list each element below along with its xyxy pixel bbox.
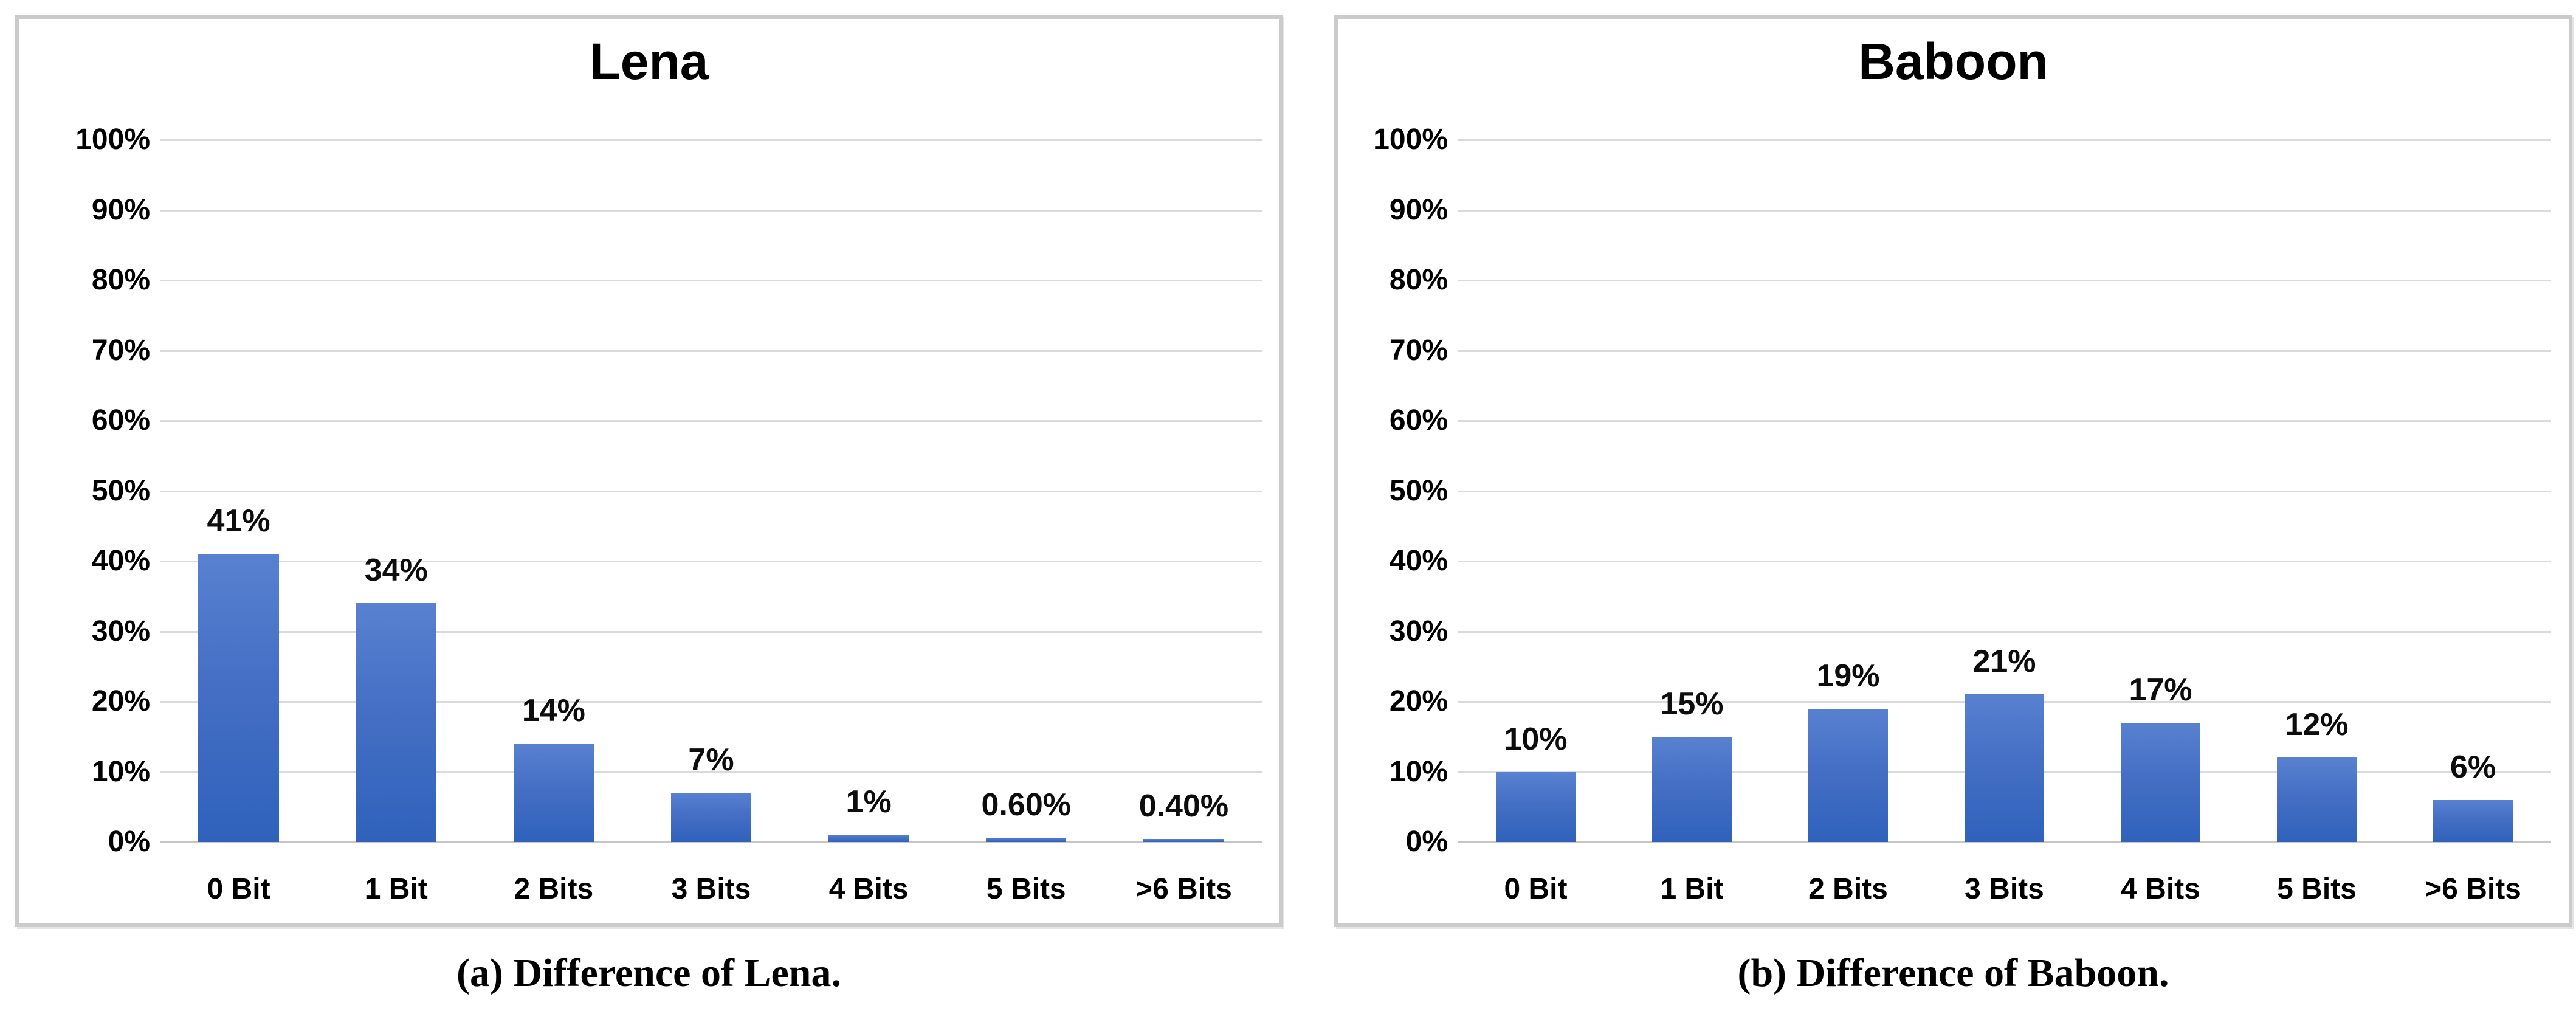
gridline: [1458, 420, 2551, 422]
caption-b: (b) Difference of Baboon.: [1737, 951, 2169, 995]
gridline: [160, 350, 1262, 352]
y-axis: 100% 90% 80% 70% 60% 50% 40% 30% 20% 10% 0%: [1338, 123, 1448, 858]
gridline: [1458, 139, 2551, 141]
x-category-label: 5 Bits: [986, 873, 1066, 905]
bar-value-label: 7%: [688, 742, 734, 778]
bar-value-label: 17%: [2129, 672, 2192, 708]
y-tick-label: 80%: [1389, 264, 1448, 296]
gridline: [160, 701, 1262, 703]
plot-area: 41% 34% 14% 7% 1% 0.60% 0.40%: [160, 139, 1262, 843]
y-tick-label: 50%: [91, 474, 150, 507]
bar-value-label: 0.60%: [981, 787, 1071, 823]
y-tick-label: 0%: [1405, 826, 1448, 858]
bar-4-bits: [2120, 722, 2201, 842]
gridline: [1458, 350, 2551, 352]
x-category-label: 2 Bits: [1808, 873, 1888, 905]
y-tick-label: 70%: [91, 334, 150, 367]
y-tick-label: 0%: [108, 826, 150, 858]
gridline: [1458, 630, 2551, 633]
chart-panel-baboon: Baboon 100% 90% 80% 70% 60% 50% 40% 30% 20% 10% 0%…: [1334, 15, 2572, 927]
y-tick-label: 30%: [1389, 615, 1448, 647]
bar-0-bit: [1495, 771, 1576, 842]
gridline: [1458, 209, 2551, 212]
bar-value-label: 1%: [845, 784, 892, 820]
bar-value-label: 6%: [2450, 749, 2496, 785]
y-tick-label: 60%: [91, 404, 150, 436]
bar-5-bits: [2276, 757, 2357, 842]
gridline: [160, 630, 1262, 633]
x-category-label: 3 Bits: [1965, 873, 2044, 905]
gridline: [160, 490, 1262, 492]
x-category-label: 2 Bits: [514, 873, 594, 905]
bar-3-bits: [1964, 694, 2045, 842]
x-category-label: >6 Bits: [1135, 873, 1232, 905]
gridline: [160, 139, 1262, 141]
y-axis: 100% 90% 80% 70% 60% 50% 40% 30% 20% 10% 0%: [19, 123, 150, 858]
y-tick-label: 20%: [1389, 685, 1448, 717]
bar--6-bits: [2433, 799, 2513, 842]
y-tick-label: 20%: [91, 685, 150, 717]
chart-panel-lena: Lena 100% 90% 80% 70% 60% 50% 40% 30% 20% 10% 0% 4…: [15, 15, 1283, 927]
bar-1-bit: [356, 603, 436, 842]
caption-a: (a) Difference of Lena.: [456, 951, 841, 995]
y-tick-label: 100%: [75, 123, 150, 156]
bar--6-bits: [1143, 839, 1224, 842]
y-tick-label: 100%: [1373, 123, 1448, 156]
gridline: [1458, 490, 2551, 492]
y-tick-label: 90%: [1389, 193, 1448, 226]
x-category-label: 4 Bits: [2121, 873, 2200, 905]
y-tick-label: 80%: [91, 264, 150, 296]
y-tick-label: 30%: [91, 615, 150, 647]
gridline: [1458, 561, 2551, 562]
y-tick-label: 50%: [1389, 474, 1448, 507]
x-axis-labels: 0 Bit 1 Bit 2 Bits 3 Bits 4 Bits 5 Bits >6 Bit…: [160, 865, 1262, 914]
x-category-label: 4 Bits: [828, 873, 909, 905]
gridline: [160, 280, 1262, 281]
bar-value-label: 15%: [1660, 686, 1724, 722]
bar-value-label: 21%: [1972, 644, 2036, 680]
bar-value-label: 19%: [1816, 658, 1880, 694]
gridline: [160, 561, 1262, 562]
y-tick-label: 70%: [1389, 334, 1448, 367]
gridline: [160, 420, 1262, 422]
y-tick-label: 90%: [91, 193, 150, 226]
plot-area: 10% 15% 19% 21% 17% 12% 6%: [1458, 139, 2551, 843]
x-category-label: 1 Bit: [1660, 873, 1724, 905]
y-tick-label: 10%: [1389, 755, 1448, 788]
x-axis-line: [1458, 841, 2551, 843]
x-category-label: 1 Bit: [364, 873, 428, 905]
bar-1-bit: [1651, 736, 1732, 842]
y-tick-label: 40%: [91, 545, 150, 577]
bar-3-bits: [670, 793, 752, 842]
x-axis-labels: 0 Bit 1 Bit 2 Bits 3 Bits 4 Bits 5 Bits >6 Bit…: [1458, 865, 2551, 914]
bar-value-label: 34%: [364, 553, 428, 588]
x-category-label: 0 Bit: [207, 873, 270, 905]
bar-value-label: 12%: [2285, 707, 2349, 743]
bar-value-label: 41%: [207, 503, 270, 539]
gridline: [1458, 280, 2551, 281]
gridline: [160, 209, 1262, 212]
gridline: [160, 771, 1262, 773]
bar-value-label: 0.40%: [1138, 788, 1229, 824]
x-category-label: 5 Bits: [2277, 873, 2357, 905]
bar-value-label: 10%: [1504, 721, 1568, 757]
bar-4-bits: [828, 835, 909, 842]
bar-2-bits: [1808, 708, 1889, 842]
chart-title-baboon: Baboon: [1858, 33, 2048, 90]
y-tick-label: 40%: [1389, 545, 1448, 577]
chart-title-lena: Lena: [589, 33, 709, 90]
y-tick-label: 10%: [91, 755, 150, 788]
x-category-label: >6 Bits: [2425, 873, 2521, 905]
y-tick-label: 60%: [1389, 404, 1448, 436]
bar-value-label: 14%: [522, 693, 585, 729]
x-axis-line: [160, 841, 1262, 843]
x-category-label: 0 Bit: [1504, 873, 1568, 905]
bar-0-bit: [198, 554, 279, 842]
x-category-label: 3 Bits: [671, 873, 751, 905]
bar-5-bits: [986, 838, 1067, 842]
bar-2-bits: [513, 744, 594, 842]
